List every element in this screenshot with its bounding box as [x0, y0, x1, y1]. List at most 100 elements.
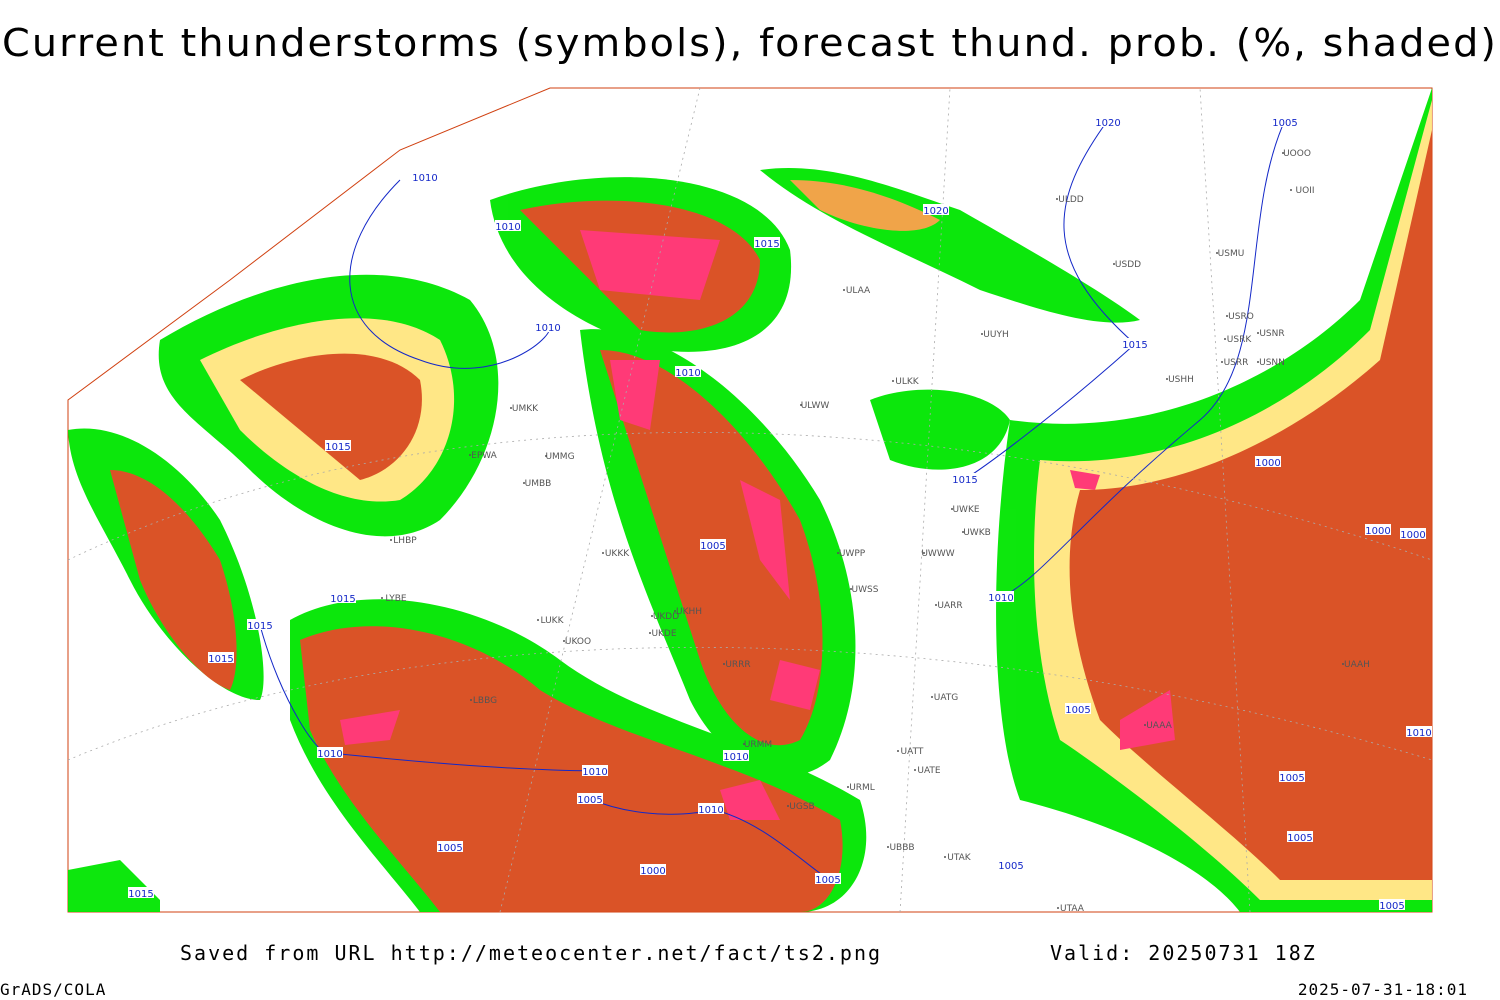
station-dot: [923, 552, 925, 554]
station-label: UTAA: [1060, 904, 1085, 914]
isobar-label-bg: [754, 237, 780, 248]
station-dot: [381, 597, 383, 599]
isobar-label: 1015: [1122, 340, 1147, 351]
isobar-label-bg: [208, 652, 234, 663]
station-dot: [837, 552, 839, 554]
station-dot: [787, 805, 789, 807]
station-dot: [914, 769, 916, 771]
station-dot: [723, 663, 725, 665]
isobar-label: 1010: [317, 749, 342, 760]
station-dot: [1257, 361, 1259, 363]
isobar-label: 1020: [923, 206, 948, 217]
station-dot: [563, 640, 565, 642]
station-label: USRO: [1228, 312, 1254, 322]
station-dot: [602, 552, 604, 554]
station-dot: [390, 539, 392, 541]
station-label: LBBG: [473, 696, 497, 706]
station-label: UKHH: [676, 607, 702, 617]
isobar-label-bg: [330, 592, 356, 603]
isobar-label: 1000: [1255, 458, 1280, 469]
isobar-label: 1010: [412, 173, 437, 184]
isobar-label-bg: [998, 859, 1024, 870]
isobar-label-bg: [923, 204, 949, 215]
station-label: UATG: [934, 693, 959, 703]
isobar-label: 1010: [495, 222, 520, 233]
station-dot: [1342, 663, 1344, 665]
isobar-label-bg: [1122, 338, 1148, 349]
isobar-label-bg: [988, 591, 1014, 602]
station-label: USHH: [1168, 375, 1194, 385]
station-label: USDD: [1115, 260, 1141, 270]
station-label: UWKE: [952, 505, 979, 515]
station-label: UTAK: [947, 853, 972, 863]
station-label: ULKK: [895, 377, 920, 387]
map-title: Current thunderstorms (symbols), forecas…: [2, 21, 1498, 65]
station-dot: [1216, 252, 1218, 254]
isobar-label-bg: [1287, 831, 1313, 842]
station-label: UWPP: [839, 549, 866, 559]
timestamp: 2025-07-31-18:01: [1298, 980, 1468, 999]
station-label: UATE: [917, 766, 941, 776]
map-area: [67, 87, 1433, 913]
isobar-label: 1000: [1365, 526, 1390, 537]
isobar-label-bg: [675, 366, 701, 377]
isobar-label: 1015: [208, 654, 233, 665]
station-label: USMU: [1218, 249, 1245, 259]
isobar-label: 1005: [1065, 705, 1090, 716]
station-label: UKDD: [653, 612, 679, 622]
station-label: UARR: [937, 601, 962, 611]
station-label: UBBB: [889, 843, 914, 853]
station-dot: [651, 615, 653, 617]
isobar-label-bg: [952, 473, 978, 484]
station-label: URRR: [725, 660, 750, 670]
isobar-label: 1005: [1287, 833, 1312, 844]
software-credit: GrADS/COLA: [0, 980, 106, 999]
station-dot: [800, 404, 802, 406]
station-label: ULWW: [801, 401, 830, 411]
isobar-label-bg: [1406, 726, 1432, 737]
isobar-label: 1015: [754, 239, 779, 250]
station-dot: [897, 750, 899, 752]
station-label: EPWA: [471, 451, 498, 461]
isobar-label-bg: [577, 793, 603, 804]
isobar-label-bg: [1379, 899, 1405, 910]
isobar-label: 1000: [1400, 530, 1425, 541]
station-dot: [1056, 198, 1058, 200]
isobar-label: 1005: [1379, 901, 1404, 912]
station-dot: [850, 588, 852, 590]
isobar-label-bg: [412, 171, 438, 182]
isobar-label: 1015: [325, 442, 350, 453]
isobar-label-bg: [723, 750, 749, 761]
station-dot: [1226, 315, 1228, 317]
isobar-label: 1010: [1406, 728, 1431, 739]
station-dot: [847, 786, 849, 788]
station-dot: [743, 743, 745, 745]
station-dot: [1224, 338, 1226, 340]
station-label: URML: [849, 783, 875, 793]
isobar-label: 1010: [988, 593, 1013, 604]
station-label: UAAH: [1344, 660, 1370, 670]
isobar-label: 1005: [577, 795, 602, 806]
isobar-label: 1005: [998, 861, 1023, 872]
station-dot: [545, 455, 547, 457]
station-dot: [892, 380, 894, 382]
isobar-label-bg: [1279, 771, 1305, 782]
isobar-label-bg: [1272, 116, 1298, 127]
station-label: UGSB: [789, 802, 814, 812]
isobar-label-bg: [247, 619, 273, 630]
station-label: ULDD: [1058, 195, 1084, 205]
isobar-label-bg: [1095, 116, 1121, 127]
station-dot: [1221, 361, 1223, 363]
isobar-label-bg: [1365, 524, 1391, 535]
station-dot: [951, 508, 953, 510]
isobar-label-bg: [325, 440, 351, 451]
station-dot: [1257, 332, 1259, 334]
station-dot: [1113, 263, 1115, 265]
map-labels: 1010 1010 1010 1015 1015 1015 1015 1010 1005 1015…: [128, 116, 1432, 914]
isobar-label-bg: [815, 873, 841, 884]
station-label: UWKB: [963, 528, 991, 538]
station-label: LHBP: [393, 536, 417, 546]
station-label: UOOO: [1283, 149, 1311, 159]
station-label: UUYH: [983, 330, 1008, 340]
